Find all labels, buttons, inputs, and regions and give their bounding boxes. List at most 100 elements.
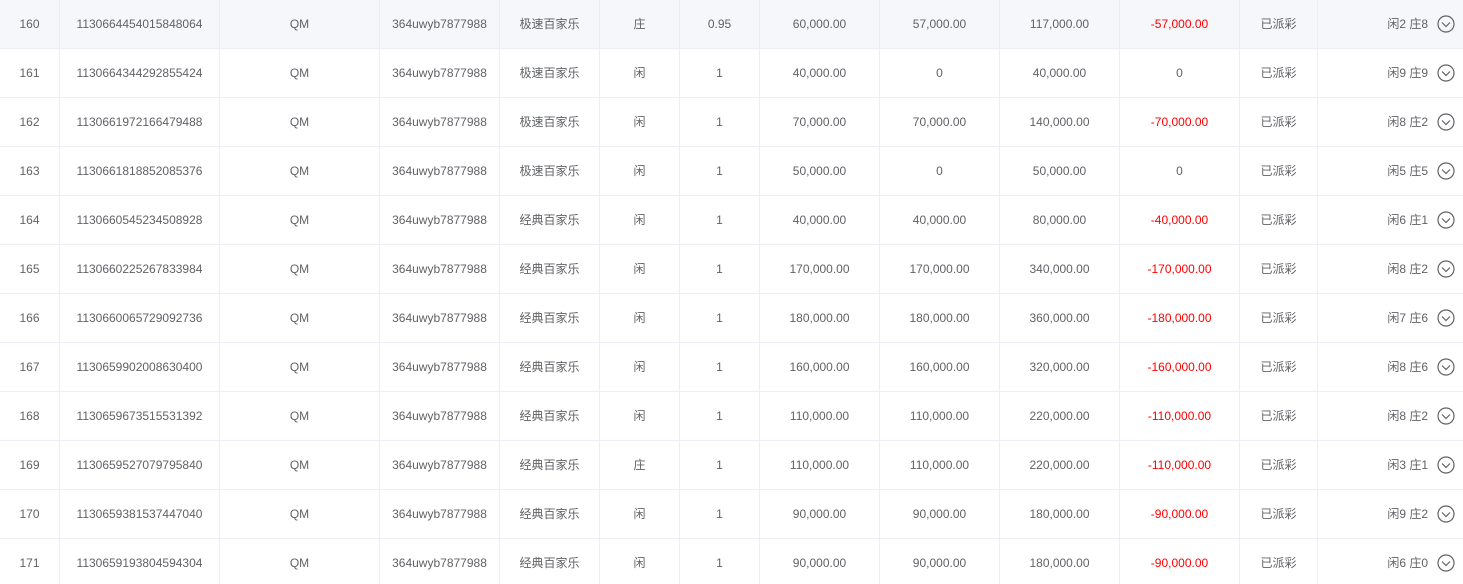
platform: QM [220, 147, 380, 195]
odds: 1 [680, 49, 760, 97]
win-loss: -170,000.00 [1120, 245, 1240, 293]
win-loss: -160,000.00 [1120, 343, 1240, 391]
odds: 1 [680, 343, 760, 391]
username: 364uwyb7877988 [380, 0, 500, 48]
expand-icon[interactable] [1437, 211, 1455, 229]
result: 闲2 庄8 [1387, 17, 1428, 31]
row-index: 161 [0, 49, 60, 97]
payout: 80,000.00 [1000, 196, 1120, 244]
bet-amount: 90,000.00 [760, 539, 880, 584]
username: 364uwyb7877988 [380, 49, 500, 97]
expand-icon[interactable] [1437, 64, 1455, 82]
username: 364uwyb7877988 [380, 539, 500, 584]
order-id: 1130661972166479488 [60, 98, 220, 146]
expand-icon[interactable] [1437, 407, 1455, 425]
table-row: 160 1130664454015848064 QM 364uwyb7877988 极速… [0, 0, 1463, 49]
expand-icon[interactable] [1437, 358, 1455, 376]
username: 364uwyb7877988 [380, 441, 500, 489]
valid-bet: 110,000.00 [880, 392, 1000, 440]
game-name: 经典百家乐 [500, 392, 600, 440]
bet-side: 闲 [600, 196, 680, 244]
result: 闲8 庄2 [1387, 409, 1428, 423]
bet-side: 闲 [600, 294, 680, 342]
order-id: 1130664454015848064 [60, 0, 220, 48]
row-index: 170 [0, 490, 60, 538]
game-name: 经典百家乐 [500, 294, 600, 342]
order-id: 1130660545234508928 [60, 196, 220, 244]
order-id: 1130659381537447040 [60, 490, 220, 538]
platform: QM [220, 539, 380, 584]
payout: 220,000.00 [1000, 441, 1120, 489]
bet-side: 闲 [600, 343, 680, 391]
result: 闲5 庄5 [1387, 164, 1428, 178]
odds: 0.95 [680, 0, 760, 48]
game-name: 极速百家乐 [500, 98, 600, 146]
odds: 1 [680, 490, 760, 538]
payout: 140,000.00 [1000, 98, 1120, 146]
username: 364uwyb7877988 [380, 490, 500, 538]
payout: 360,000.00 [1000, 294, 1120, 342]
username: 364uwyb7877988 [380, 294, 500, 342]
payout: 180,000.00 [1000, 539, 1120, 584]
bet-amount: 90,000.00 [760, 490, 880, 538]
order-id: 1130659673515531392 [60, 392, 220, 440]
username: 364uwyb7877988 [380, 245, 500, 293]
win-loss: -110,000.00 [1120, 441, 1240, 489]
win-loss: -110,000.00 [1120, 392, 1240, 440]
order-id: 1130661818852085376 [60, 147, 220, 195]
valid-bet: 170,000.00 [880, 245, 1000, 293]
win-loss: -90,000.00 [1120, 539, 1240, 584]
status: 已派彩 [1240, 196, 1318, 244]
table-row: 164 1130660545234508928 QM 364uwyb7877988 经典… [0, 196, 1463, 245]
odds: 1 [680, 147, 760, 195]
status: 已派彩 [1240, 490, 1318, 538]
valid-bet: 57,000.00 [880, 0, 1000, 48]
expand-icon[interactable] [1437, 162, 1455, 180]
expand-icon[interactable] [1437, 260, 1455, 278]
game-name: 经典百家乐 [500, 196, 600, 244]
win-loss: -40,000.00 [1120, 196, 1240, 244]
username: 364uwyb7877988 [380, 392, 500, 440]
valid-bet: 110,000.00 [880, 441, 1000, 489]
bet-amount: 170,000.00 [760, 245, 880, 293]
result: 闲8 庄6 [1387, 360, 1428, 374]
platform: QM [220, 343, 380, 391]
table-row: 161 1130664344292855424 QM 364uwyb7877988 极速… [0, 49, 1463, 98]
order-id: 1130659193804594304 [60, 539, 220, 584]
expand-icon[interactable] [1437, 309, 1455, 327]
payout: 340,000.00 [1000, 245, 1120, 293]
row-index: 163 [0, 147, 60, 195]
valid-bet: 0 [880, 49, 1000, 97]
odds: 1 [680, 98, 760, 146]
platform: QM [220, 98, 380, 146]
payout: 320,000.00 [1000, 343, 1120, 391]
valid-bet: 40,000.00 [880, 196, 1000, 244]
expand-icon[interactable] [1437, 113, 1455, 131]
expand-icon[interactable] [1437, 505, 1455, 523]
expand-icon[interactable] [1437, 554, 1455, 572]
platform: QM [220, 441, 380, 489]
bet-amount: 40,000.00 [760, 196, 880, 244]
bet-amount: 40,000.00 [760, 49, 880, 97]
table-row: 171 1130659193804594304 QM 364uwyb7877988 经典… [0, 539, 1463, 584]
platform: QM [220, 294, 380, 342]
order-id: 1130660065729092736 [60, 294, 220, 342]
win-loss: -70,000.00 [1120, 98, 1240, 146]
payout: 40,000.00 [1000, 49, 1120, 97]
odds: 1 [680, 196, 760, 244]
username: 364uwyb7877988 [380, 98, 500, 146]
game-name: 极速百家乐 [500, 147, 600, 195]
payout: 220,000.00 [1000, 392, 1120, 440]
result: 闲9 庄9 [1387, 66, 1428, 80]
table-row: 165 1130660225267833984 QM 364uwyb7877988 经典… [0, 245, 1463, 294]
valid-bet: 90,000.00 [880, 490, 1000, 538]
order-id: 1130664344292855424 [60, 49, 220, 97]
expand-icon[interactable] [1437, 456, 1455, 474]
valid-bet: 180,000.00 [880, 294, 1000, 342]
bet-amount: 60,000.00 [760, 0, 880, 48]
order-id: 1130659527079795840 [60, 441, 220, 489]
expand-icon[interactable] [1437, 15, 1455, 33]
bet-side: 庄 [600, 441, 680, 489]
platform: QM [220, 392, 380, 440]
